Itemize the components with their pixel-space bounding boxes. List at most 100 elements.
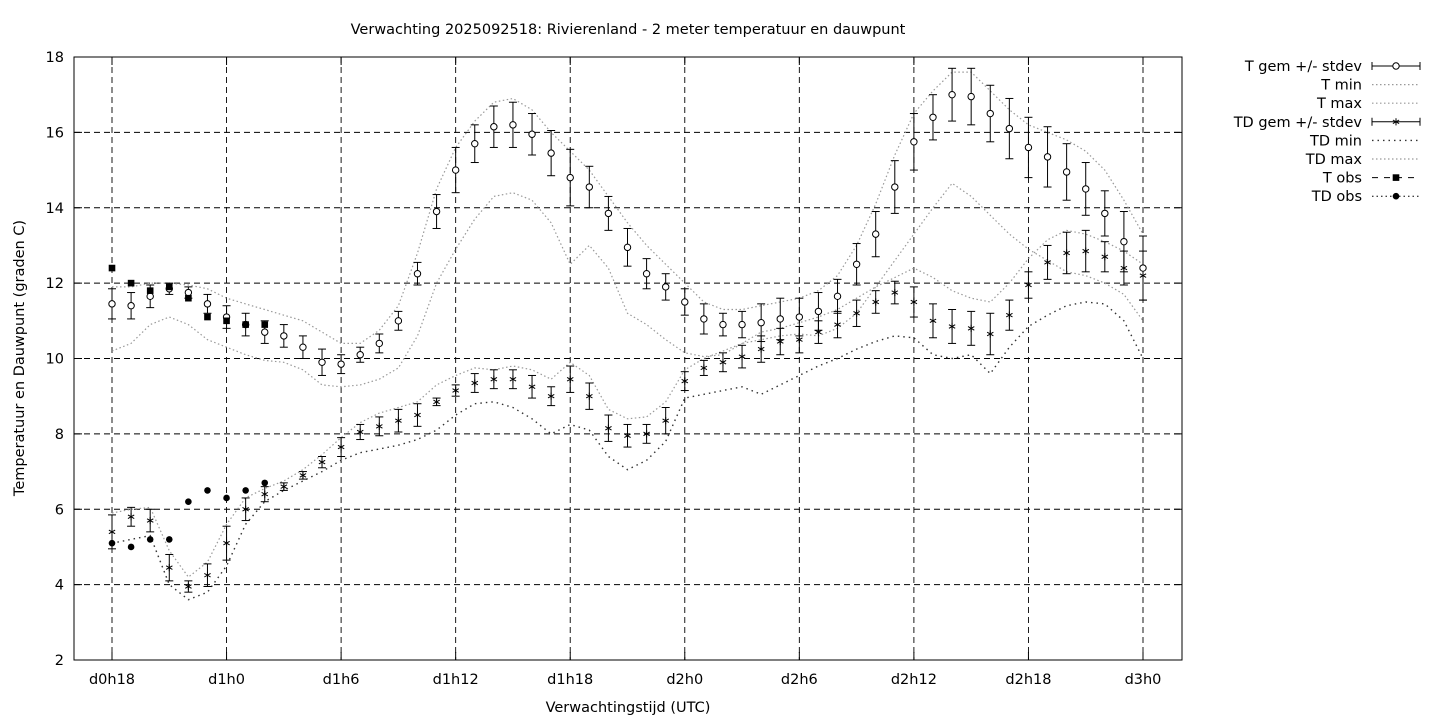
- td-gem-point: [643, 430, 650, 438]
- td-gem-point: [1063, 249, 1071, 257]
- x-tick-label: d3h0: [1125, 672, 1162, 688]
- x-tick-label: d2h18: [1005, 672, 1051, 688]
- legend-marker: [1392, 174, 1400, 181]
- t-gem-point: [356, 351, 364, 359]
- t-gem-point: [1005, 124, 1014, 133]
- legend-label: TD max: [1305, 152, 1363, 168]
- t-gem-point: [1082, 185, 1090, 193]
- td-gem-point: [242, 505, 250, 513]
- legend-label: T obs: [1322, 171, 1362, 187]
- td-gem-point: [967, 324, 975, 332]
- y-tick-labels: 2 4 6 8 10 12 14 16 18: [46, 50, 64, 669]
- td-gem-point: [299, 471, 307, 479]
- td-gem-point: [948, 322, 956, 331]
- t-gem-point: [681, 298, 689, 306]
- td-gem-point: [204, 571, 211, 579]
- td-gem-point: [1101, 253, 1109, 261]
- td-gem-point: [337, 443, 345, 451]
- td-gem-point: [452, 386, 460, 395]
- legend-label: TD min: [1309, 133, 1362, 149]
- td-gem-point: [910, 298, 918, 306]
- td-gem-point: [108, 528, 116, 536]
- t-obs-point: [261, 321, 269, 328]
- td-gem-point: [681, 377, 689, 385]
- td-gem-point: [547, 392, 555, 400]
- y-tick-label: 8: [55, 427, 64, 443]
- td-obs-point: [223, 494, 230, 502]
- t-gem-point: [261, 328, 269, 336]
- t-gem-point: [471, 139, 479, 148]
- td-gem-point: [700, 364, 708, 372]
- t-gem-point: [108, 300, 116, 308]
- td-gem-point: [471, 379, 479, 387]
- legend-label: T max: [1316, 96, 1362, 112]
- legend: T gem +/- stdev T min T max TD gem +/- stde…: [1233, 59, 1421, 205]
- y-tick-label: 18: [46, 50, 64, 66]
- t-obs-point: [242, 321, 249, 328]
- t-gem-point: [375, 339, 383, 348]
- t-min-line: [111, 182, 1144, 388]
- t-gem-point: [1139, 264, 1147, 272]
- chart-title: Verwachting 2025092518: Rivierenland - 2…: [351, 22, 906, 38]
- td-gem-point: [872, 298, 880, 306]
- t-gem-point: [509, 121, 517, 129]
- td-gem-point: [1082, 247, 1090, 255]
- td-gem-point: [223, 539, 230, 547]
- axis-ticks: [74, 56, 1182, 661]
- td-gem-point: [375, 422, 383, 430]
- t-gem-point: [814, 307, 823, 316]
- t-gem-point: [872, 230, 880, 238]
- t-gem-point: [299, 343, 307, 351]
- td-gem-point: [986, 330, 994, 338]
- x-tick-label: d1h12: [433, 672, 479, 688]
- td-gem-point: [1005, 311, 1013, 319]
- y-tick-label: 6: [55, 502, 64, 518]
- t-gem-point: [929, 113, 937, 122]
- td-obs-point: [108, 539, 116, 547]
- td-gem-point: [414, 411, 421, 419]
- x-tick-labels: d0h18 d1h0 d1h6 d1h12 d1h18 d2h0 d2h6 d2h12 d2h1…: [89, 672, 1161, 688]
- td-obs-point: [185, 498, 192, 506]
- td-gem-point: [1044, 258, 1051, 266]
- t-gem-point: [1043, 153, 1052, 161]
- td-gem-point: [853, 309, 860, 317]
- legend-marker: [1392, 118, 1400, 126]
- t-gem-point: [451, 166, 460, 174]
- x-tick-label: d2h12: [891, 672, 937, 688]
- t-obs-point: [185, 294, 192, 302]
- td-min-line: [111, 301, 1144, 601]
- td-gem-point: [127, 513, 135, 521]
- t-gem-point: [280, 332, 288, 340]
- td-gem-point: [795, 336, 803, 344]
- td-gem-point: [433, 398, 440, 406]
- td-gem-point: [929, 317, 937, 325]
- t-gem-point: [413, 270, 422, 278]
- y-axis-label: Temperatuur en Dauwpunt (graden C): [12, 220, 28, 497]
- td-gem-point: [280, 483, 288, 491]
- td-gem-point: [585, 392, 593, 400]
- t-gem-point: [1101, 209, 1109, 218]
- t-obs-point: [204, 313, 211, 321]
- td-gem-point: [509, 375, 517, 383]
- td-obs-point: [146, 536, 154, 543]
- series-lines: [111, 71, 1144, 601]
- data-points: [108, 90, 1147, 591]
- t-gem-point: [337, 360, 345, 368]
- t-gem-point: [910, 138, 918, 146]
- td-gem-point: [528, 383, 536, 391]
- y-tick-label: 12: [46, 276, 64, 292]
- y-tick-label: 16: [46, 125, 64, 141]
- td-gem-point: [738, 353, 746, 361]
- legend-marker: [1392, 192, 1400, 200]
- t-gem-point: [203, 300, 212, 308]
- td-gem-point: [624, 432, 631, 440]
- t-gem-point: [585, 183, 594, 191]
- t-gem-point: [146, 292, 154, 301]
- t-gem-point: [719, 320, 727, 329]
- t-gem-point: [566, 173, 574, 182]
- td-gem-point: [1139, 271, 1147, 280]
- t-gem-point: [184, 288, 193, 297]
- td-obs-point: [242, 487, 249, 494]
- td-obs-point: [261, 479, 269, 487]
